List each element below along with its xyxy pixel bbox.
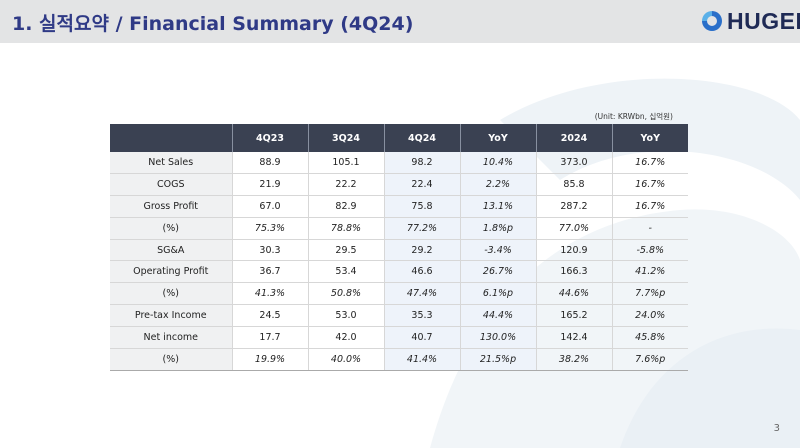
row-label: Gross Profit <box>110 195 232 218</box>
table-cell: 75.3% <box>231 217 308 240</box>
table-cell: 1.8%p <box>459 217 536 240</box>
table-cell: 21.5%p <box>459 348 536 371</box>
table-cell: 21.9 <box>231 173 308 196</box>
table-cell: 29.2 <box>383 239 460 262</box>
table-row: SG&A 30.3 29.5 29.2 -3.4% 120.9 -5.8% <box>110 239 688 262</box>
table-cell: 47.4% <box>383 282 460 306</box>
table-cell: 36.7 <box>231 260 308 284</box>
page-number: 3 <box>773 423 780 434</box>
table-cell: 35.3 <box>383 304 460 328</box>
logo-text: HUGEL <box>727 7 800 34</box>
table-cell: 13.1% <box>459 195 536 218</box>
table-row: Operating Profit 36.7 53.4 46.6 26.7% 16… <box>110 260 688 284</box>
row-label: COGS <box>110 173 232 196</box>
table-row: Net income 17.7 42.0 40.7 130.0% 142.4 4… <box>110 326 688 350</box>
table-cell: 53.4 <box>307 260 384 284</box>
table-cell: 45.8% <box>611 326 688 350</box>
table-cell: 41.2% <box>611 260 688 284</box>
header-cell-2024: 2024 <box>535 124 612 152</box>
table-cell: 24.0% <box>611 304 688 328</box>
table-header-row: 4Q23 3Q24 4Q24 YoY 2024 YoY <box>110 124 688 152</box>
table-cell: 6.1%p <box>459 282 536 306</box>
table-cell: 41.3% <box>231 282 308 306</box>
table-cell: 17.7 <box>231 326 308 350</box>
table-cell: 50.8% <box>307 282 384 306</box>
table-row: Net Sales 88.9 105.1 98.2 10.4% 373.0 16… <box>110 152 688 174</box>
table-cell: 77.0% <box>535 217 612 240</box>
header-cell-yoy-quarter: YoY <box>459 124 536 152</box>
logo-mark-icon <box>702 11 722 31</box>
table-cell: 44.6% <box>535 282 612 306</box>
header-cell-label <box>110 124 232 152</box>
row-label: Operating Profit <box>110 260 232 284</box>
table-cell: 165.2 <box>535 304 612 328</box>
table-cell: 78.8% <box>307 217 384 240</box>
table-cell: 67.0 <box>231 195 308 218</box>
table-cell: 287.2 <box>535 195 612 218</box>
header-cell-4q23: 4Q23 <box>231 124 308 152</box>
header-cell-4q24: 4Q24 <box>383 124 460 152</box>
table-row: Gross Profit 67.0 82.9 75.8 13.1% 287.2 … <box>110 195 688 218</box>
table-cell: 98.2 <box>383 152 460 174</box>
row-label: SG&A <box>110 239 232 262</box>
table-cell: 88.9 <box>231 152 308 174</box>
table-cell: 7.7%p <box>611 282 688 306</box>
table-cell: 142.4 <box>535 326 612 350</box>
table-cell: 120.9 <box>535 239 612 262</box>
table-row: COGS 21.9 22.2 22.4 2.2% 85.8 16.7% <box>110 173 688 196</box>
header-cell-yoy-annual: YoY <box>611 124 688 152</box>
table-cell: -3.4% <box>459 239 536 262</box>
header-cell-3q24: 3Q24 <box>307 124 384 152</box>
slide-title: 1. 실적요약 / Financial Summary (4Q24) <box>12 13 414 35</box>
table-cell: 77.2% <box>383 217 460 240</box>
table-cell: -5.8% <box>611 239 688 262</box>
table-cell: 16.7% <box>611 152 688 174</box>
table-cell: 41.4% <box>383 348 460 371</box>
row-label: (%) <box>110 348 232 371</box>
table-cell: 16.7% <box>611 173 688 196</box>
table-row: (%) 75.3% 78.8% 77.2% 1.8%p 77.0% - <box>110 217 688 240</box>
table-row: (%) 19.9% 40.0% 41.4% 21.5%p 38.2% 7.6%p <box>110 348 688 371</box>
row-label: (%) <box>110 282 232 306</box>
row-label: Pre-tax Income <box>110 304 232 328</box>
row-label: Net income <box>110 326 232 350</box>
table-cell: 38.2% <box>535 348 612 371</box>
financial-summary-table: 4Q23 3Q24 4Q24 YoY 2024 YoY Net Sales 88… <box>110 124 688 371</box>
table-row: Pre-tax Income 24.5 53.0 35.3 44.4% 165.… <box>110 304 688 328</box>
table-cell: 22.2 <box>307 173 384 196</box>
table-cell: 40.7 <box>383 326 460 350</box>
table-cell: 40.0% <box>307 348 384 371</box>
table-cell: 105.1 <box>307 152 384 174</box>
table-cell: 130.0% <box>459 326 536 350</box>
table-cell: 26.7% <box>459 260 536 284</box>
table-cell: 373.0 <box>535 152 612 174</box>
table-cell: 82.9 <box>307 195 384 218</box>
table-cell: 22.4 <box>383 173 460 196</box>
table-cell: 19.9% <box>231 348 308 371</box>
table-cell: 10.4% <box>459 152 536 174</box>
table-cell: 75.8 <box>383 195 460 218</box>
table-cell: - <box>611 217 688 240</box>
table-cell: 16.7% <box>611 195 688 218</box>
slide-header-bar: 1. 실적요약 / Financial Summary (4Q24) HUGEL <box>0 0 800 43</box>
table-cell: 44.4% <box>459 304 536 328</box>
table-cell: 30.3 <box>231 239 308 262</box>
table-cell: 29.5 <box>307 239 384 262</box>
table-cell: 166.3 <box>535 260 612 284</box>
table-cell: 42.0 <box>307 326 384 350</box>
table-cell: 7.6%p <box>611 348 688 371</box>
table-cell: 2.2% <box>459 173 536 196</box>
table-row: (%) 41.3% 50.8% 47.4% 6.1%p 44.6% 7.7%p <box>110 282 688 306</box>
row-label: Net Sales <box>110 152 232 174</box>
row-label: (%) <box>110 217 232 240</box>
hugel-logo: HUGEL <box>700 7 800 35</box>
table-cell: 53.0 <box>307 304 384 328</box>
table-cell: 85.8 <box>535 173 612 196</box>
unit-note: (Unit: KRWbn, 십억원) <box>594 112 673 121</box>
table-cell: 46.6 <box>383 260 460 284</box>
table-cell: 24.5 <box>231 304 308 328</box>
